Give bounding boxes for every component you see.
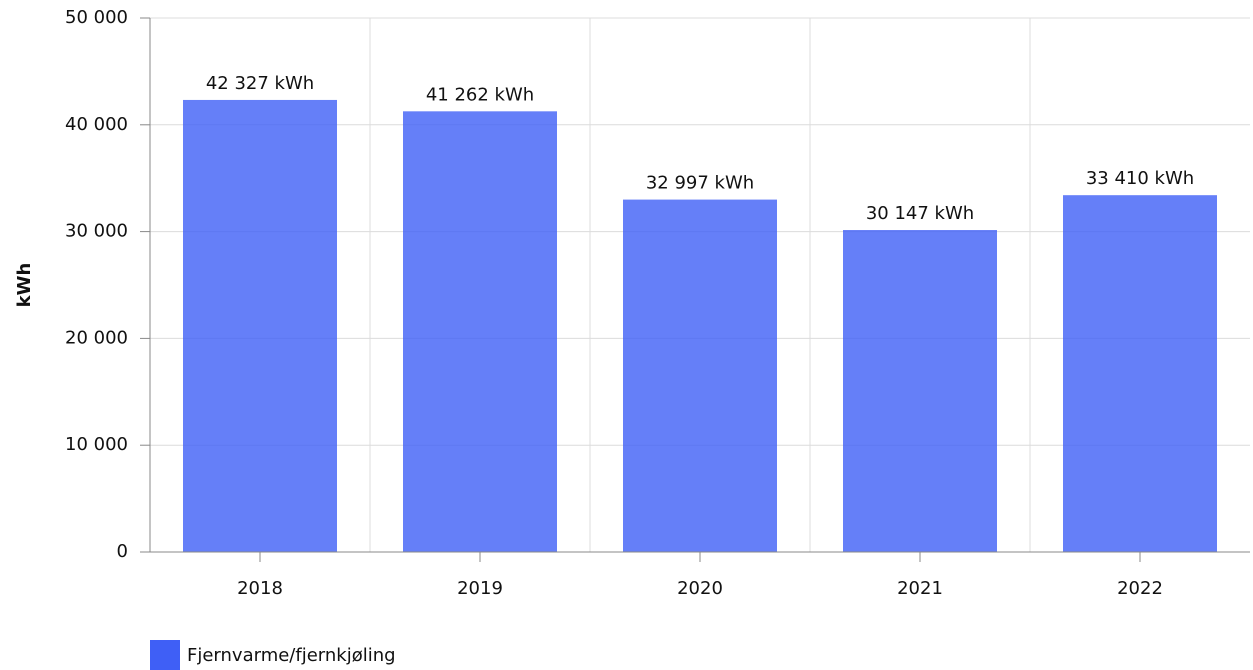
legend-label: Fjernvarme/fjernkjøling bbox=[187, 645, 396, 666]
y-axis-label: kWh bbox=[14, 263, 35, 308]
y-tick-label: 20 000 bbox=[65, 327, 128, 348]
y-tick-label: 50 000 bbox=[65, 7, 128, 28]
bar bbox=[403, 111, 557, 552]
bar bbox=[1063, 195, 1217, 552]
y-tick-label: 30 000 bbox=[65, 221, 128, 242]
y-tick-label: 0 bbox=[117, 541, 128, 562]
x-tick-label: 2022 bbox=[1117, 578, 1163, 599]
data-label: 41 262 kWh bbox=[426, 84, 534, 105]
bar bbox=[623, 199, 777, 552]
x-tick-label: 2021 bbox=[897, 578, 943, 599]
data-label: 30 147 kWh bbox=[866, 203, 974, 224]
x-tick-label: 2020 bbox=[677, 578, 723, 599]
data-label: 32 997 kWh bbox=[646, 173, 754, 194]
x-tick-label: 2019 bbox=[457, 578, 503, 599]
data-label: 33 410 kWh bbox=[1086, 168, 1194, 189]
bar bbox=[843, 230, 997, 553]
legend-swatch bbox=[150, 640, 180, 670]
y-tick-label: 40 000 bbox=[65, 114, 128, 135]
data-label: 42 327 kWh bbox=[206, 73, 314, 94]
x-tick-label: 2018 bbox=[237, 578, 283, 599]
bar bbox=[183, 99, 337, 553]
y-tick-label: 10 000 bbox=[65, 434, 128, 455]
